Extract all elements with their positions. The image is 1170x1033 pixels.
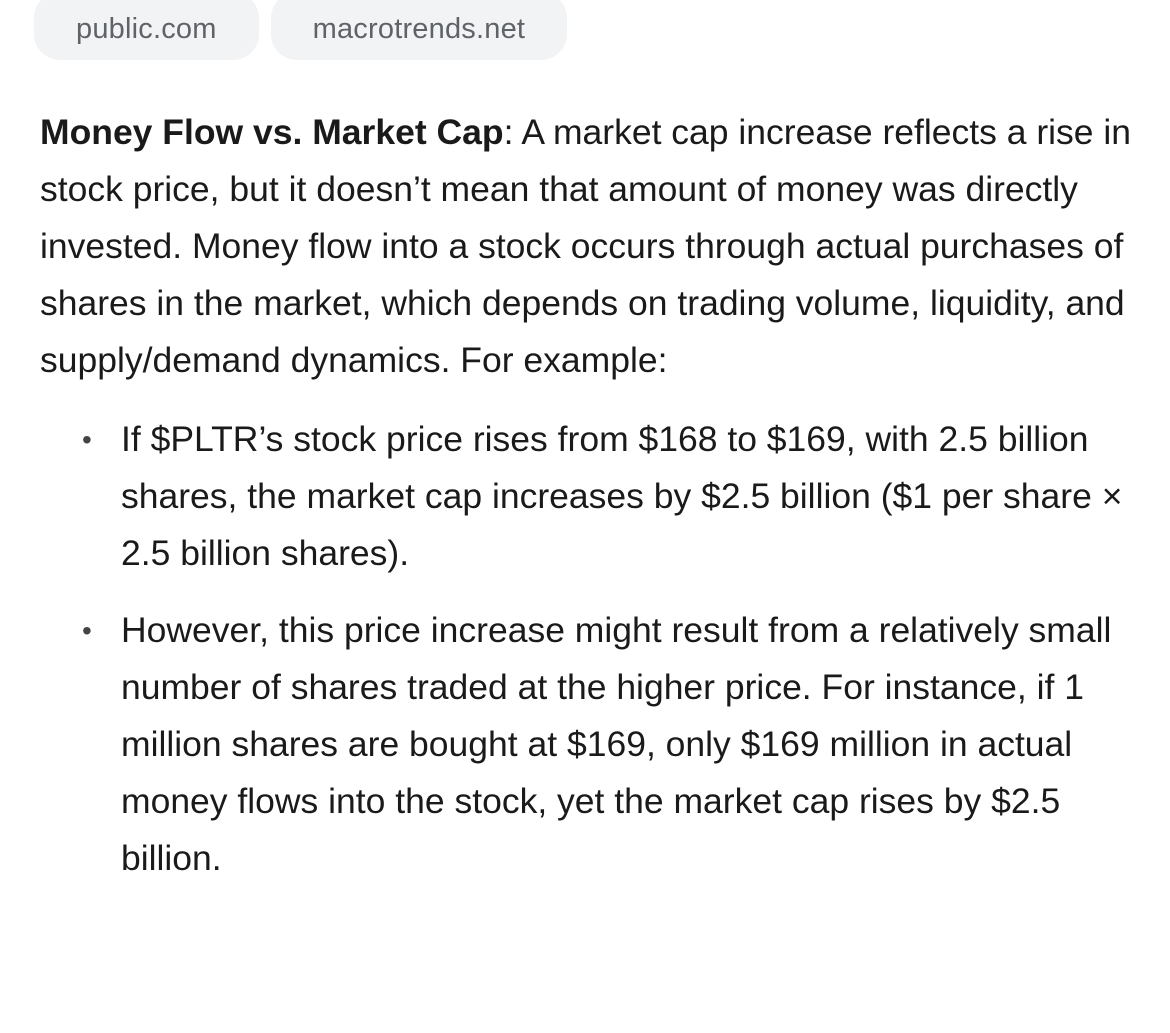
source-chips: public.com macrotrends.net	[34, 0, 568, 60]
source-chip-public[interactable]: public.com	[34, 0, 259, 60]
intro-text: : A market cap increase reflects a rise …	[40, 112, 1132, 380]
lead-term: Money Flow vs. Market Cap	[40, 112, 504, 152]
intro-paragraph: Money Flow vs. Market Cap: A market cap …	[40, 104, 1140, 389]
bullet-icon: •	[82, 424, 92, 455]
bullet-icon: •	[82, 615, 92, 646]
list-item: • However, this price increase might res…	[40, 602, 1140, 887]
example-list: • If $PLTR’s stock price rises from $168…	[40, 411, 1140, 887]
list-item-text: If $PLTR’s stock price rises from $168 t…	[121, 419, 1123, 573]
list-item-text: However, this price increase might resul…	[121, 610, 1112, 878]
list-item: • If $PLTR’s stock price rises from $168…	[40, 411, 1140, 582]
source-chip-macrotrends[interactable]: macrotrends.net	[270, 0, 568, 60]
answer-content: Money Flow vs. Market Cap: A market cap …	[40, 104, 1140, 887]
